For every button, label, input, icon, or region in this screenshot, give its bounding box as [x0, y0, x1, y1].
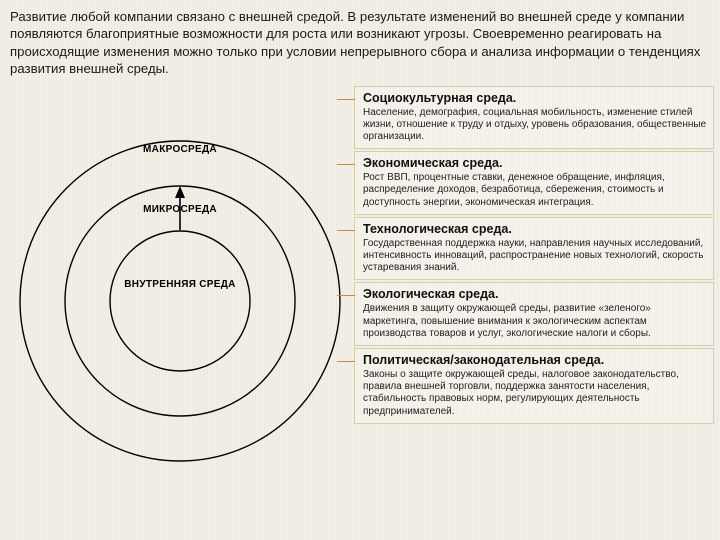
intro-paragraph: Развитие любой компании связано с внешне…: [10, 8, 714, 78]
section-ecological: Экологическая среда. Движения в защиту о…: [354, 282, 714, 346]
ring-inner: [110, 231, 250, 371]
section-political: Политическая/законодательная среда. Зако…: [354, 348, 714, 424]
leader-line-icon: [337, 164, 355, 165]
leader-line-icon: [337, 295, 355, 296]
section-title: Социокультурная среда.: [363, 91, 707, 105]
section-title: Экологическая среда.: [363, 287, 707, 301]
section-economic: Экономическая среда. Рост ВВП, процентны…: [354, 151, 714, 215]
arrow-head: [175, 186, 185, 198]
ring-label-macro: МАКРОСРЕДА: [120, 144, 240, 155]
leader-line-icon: [337, 230, 355, 231]
section-body: Законы о защите окружающей среды, налого…: [363, 369, 707, 418]
section-title: Политическая/законодательная среда.: [363, 353, 707, 367]
section-technological: Технологическая среда. Государственная п…: [354, 217, 714, 281]
section-body: Рост ВВП, процентные ставки, денежное об…: [363, 172, 707, 209]
main-row: МАКРОСРЕДА МИКРОСРЕДА ВНУТРЕННЯЯ СРЕДА С…: [10, 86, 714, 496]
ring-label-inner: ВНУТРЕННЯЯ СРЕДА: [120, 279, 240, 291]
leader-line-icon: [337, 361, 355, 362]
section-sociocultural: Социокультурная среда. Население, демогр…: [354, 86, 714, 150]
section-body: Население, демография, социальная мобиль…: [363, 107, 707, 144]
section-body: Государственная поддержка науки, направл…: [363, 238, 707, 275]
section-body: Движения в защиту окружающей среды, разв…: [363, 303, 707, 340]
rings-diagram: МАКРОСРЕДА МИКРОСРЕДА ВНУТРЕННЯЯ СРЕДА: [10, 86, 350, 496]
section-title: Экономическая среда.: [363, 156, 707, 170]
ring-label-micro: МИКРОСРЕДА: [120, 204, 240, 215]
section-title: Технологическая среда.: [363, 222, 707, 236]
leader-line-icon: [337, 99, 355, 100]
sections-column: Социокультурная среда. Население, демогр…: [354, 86, 714, 496]
